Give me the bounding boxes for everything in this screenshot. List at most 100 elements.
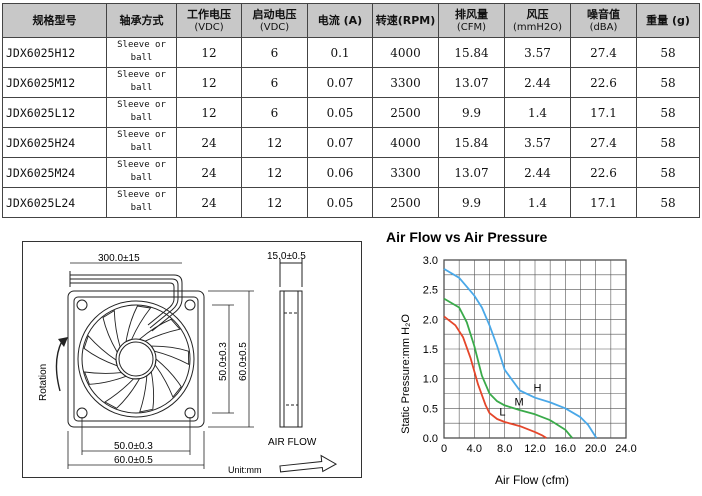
airflow-pressure-chart: Air Flow vs Air Pressure 0 4.0 8.0 12.0 16.0… <box>386 229 637 487</box>
cell-bearing: Sleeve or ball <box>106 127 177 158</box>
cell-voltage: 24 <box>176 187 242 218</box>
chart-title: Air Flow vs Air Pressure <box>386 229 548 245</box>
series-line-L <box>443 315 547 439</box>
cell-weight: 58 <box>636 187 700 218</box>
bearing-line: ball <box>130 83 153 93</box>
cell-start: 12 <box>241 127 308 158</box>
x-tick-label: 0 <box>441 443 447 455</box>
x-tick-label: 24.0 <box>615 443 636 455</box>
cell-voltage: 24 <box>176 127 242 158</box>
hole-spacing-horizontal: 50.0±0.3 <box>114 441 153 452</box>
cell-pressure: 2.44 <box>504 67 571 98</box>
column-header-unit: (dBA) <box>589 21 618 33</box>
cell-model: JDX6025L24 <box>2 187 107 218</box>
cell-current: 0.05 <box>307 187 373 218</box>
spec-table: 规格型号 轴承方式 工作电压 (VDC) 启动电压 (VDC) 电流 (A) 转速(RPM) 排… <box>2 3 700 218</box>
column-header: 规格型号 <box>2 3 107 38</box>
cell-model: JDX6025M12 <box>2 67 107 98</box>
cell-rpm: 4000 <box>372 127 439 158</box>
cell-weight: 58 <box>636 97 700 128</box>
cell-voltage: 12 <box>176 37 242 68</box>
table-row: JDX6025L24 Sleeve or ball 24 12 0.05 2500 9.9 1.… <box>2 187 700 218</box>
unit-label: Unit:mm <box>228 465 262 475</box>
bearing-line: ball <box>130 113 153 123</box>
column-header-label: 电流 (A) <box>317 14 363 27</box>
column-header: 转速(RPM) <box>372 3 439 38</box>
fan-blade <box>150 345 190 366</box>
column-header-label: 启动电压 <box>252 7 297 21</box>
cell-pressure: 2.44 <box>504 157 571 188</box>
y-tick-label: 1.0 <box>423 374 438 386</box>
y-tick-label: 2.5 <box>423 285 438 297</box>
cell-start: 6 <box>241 67 308 98</box>
series-line-H <box>443 268 598 439</box>
y-tick-label: 2.0 <box>423 314 438 326</box>
x-tick-labels: 0 4.0 8.0 12.0 16.0 20.0 24.0 <box>441 443 637 455</box>
table-header: 规格型号 轴承方式 工作电压 (VDC) 启动电压 (VDC) 电流 (A) 转速(RPM) 排… <box>2 3 700 38</box>
bearing-line: Sleeve or <box>117 190 166 200</box>
cell-bearing: Sleeve or ball <box>106 187 177 218</box>
cell-model: JDX6025H12 <box>2 37 107 68</box>
column-header: 重量 (g) <box>636 3 700 38</box>
table-row: JDX6025H12 Sleeve or ball 12 6 0.1 4000 15.84 3.… <box>2 37 700 68</box>
bearing-line: Sleeve or <box>117 130 166 140</box>
frame-size-vertical: 60.0±0.5 <box>238 342 249 381</box>
column-header-label: 工作电压 <box>187 7 231 21</box>
y-tick-label: 0.5 <box>423 403 438 415</box>
cell-model: JDX6025L12 <box>2 97 107 128</box>
fan-dimension-drawing: 300.0±15 Rotation 50.0±0.3 60.0±0.5 50.0… <box>22 241 362 478</box>
table-row: JDX6025L12 Sleeve or ball 12 6 0.05 2500 9.9 1.4… <box>2 97 700 128</box>
y-tick-label: 1.5 <box>423 344 438 356</box>
rotation-arrow-icon <box>55 337 68 392</box>
fan-blade <box>139 371 155 413</box>
cell-bearing: Sleeve or ball <box>106 97 177 128</box>
cell-cfm: 13.07 <box>438 67 505 98</box>
fan-blade <box>125 305 152 343</box>
column-header-label: 重量 (g) <box>646 14 690 27</box>
cell-noise: 27.4 <box>570 37 637 68</box>
fan-blade <box>104 378 141 409</box>
fan-blade <box>154 358 182 398</box>
y-tick-label: 0.0 <box>423 433 438 445</box>
cell-start: 6 <box>241 37 308 68</box>
cell-pressure: 1.4 <box>504 187 571 218</box>
column-header-unit: (VDC) <box>194 21 224 33</box>
table-row: JDX6025H24 Sleeve or ball 24 12 0.07 4000 15.84… <box>2 127 700 158</box>
column-header-label: 转速(RPM) <box>375 14 436 27</box>
cell-weight: 58 <box>636 127 700 158</box>
cell-rpm: 3300 <box>372 67 439 98</box>
table-row: JDX6025M12 Sleeve or ball 12 6 0.07 3300 13.07 2… <box>2 67 700 98</box>
cell-cfm: 9.9 <box>438 97 505 128</box>
x-tick-label: 8.0 <box>497 443 512 455</box>
cell-start: 12 <box>241 187 308 218</box>
cell-rpm: 3300 <box>372 157 439 188</box>
bearing-line: ball <box>130 203 153 213</box>
x-tick-label: 4.0 <box>467 443 482 455</box>
x-tick-label: 20.0 <box>585 443 606 455</box>
column-header-unit: (VDC) <box>259 21 290 33</box>
y-tick-labels: 0.0 0.5 1.0 1.5 2.0 2.5 3.0 <box>423 255 438 445</box>
cell-cfm: 15.84 <box>438 127 505 158</box>
series-label-H: H <box>533 383 541 395</box>
cell-cfm: 15.84 <box>438 37 505 68</box>
table-body: JDX6025H12 Sleeve or ball 12 6 0.1 4000 15.84 3.… <box>2 37 700 218</box>
cell-noise: 27.4 <box>570 127 637 158</box>
fan-blade <box>102 309 121 354</box>
drawing-frame <box>22 241 362 478</box>
column-header: 轴承方式 <box>106 3 177 38</box>
column-header-unit: (CFM) <box>456 21 487 33</box>
cell-model: JDX6025M24 <box>2 157 107 188</box>
cell-pressure: 3.57 <box>504 127 571 158</box>
cell-noise: 22.6 <box>570 157 637 188</box>
column-header: 工作电压 (VDC) <box>176 3 242 38</box>
column-header: 电流 (A) <box>307 3 373 38</box>
x-tick-label: 12.0 <box>524 443 545 455</box>
chart-grid <box>443 259 627 439</box>
hole-spacing-vertical: 50.0±0.3 <box>218 342 229 381</box>
cell-bearing: Sleeve or ball <box>106 67 177 98</box>
horizontal-dimension-lines <box>67 417 205 469</box>
cell-bearing: Sleeve or ball <box>106 37 177 68</box>
cell-noise: 17.1 <box>570 187 637 218</box>
column-header-label: 风压 <box>526 7 549 21</box>
cell-start: 12 <box>241 157 308 188</box>
